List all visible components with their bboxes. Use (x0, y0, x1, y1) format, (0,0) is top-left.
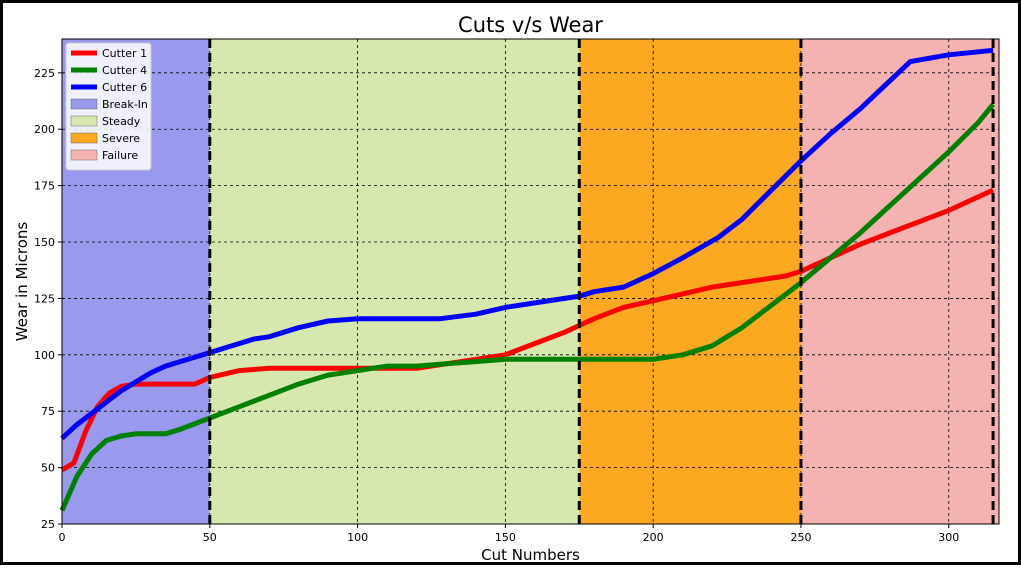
y-tick-label: 200 (34, 123, 55, 136)
y-tick-label: 75 (41, 405, 55, 418)
y-tick-label: 25 (41, 518, 55, 531)
y-tick-label: 50 (41, 462, 55, 475)
legend-label-severe: Severe (102, 132, 140, 145)
x-tick-label: 300 (938, 531, 959, 544)
x-tick-label: 200 (643, 531, 664, 544)
y-tick-label: 225 (34, 67, 55, 80)
x-tick-label: 100 (347, 531, 368, 544)
y-tick-label: 100 (34, 349, 55, 362)
x-tick-label: 250 (790, 531, 811, 544)
legend-label-break-in: Break-In (102, 98, 148, 111)
legend-swatch-steady (70, 115, 98, 127)
legend-label-cutter-4: Cutter 4 (102, 64, 147, 77)
legend-label-failure: Failure (102, 149, 138, 162)
legend-label-cutter-6: Cutter 6 (102, 81, 147, 94)
chart-title: Cuts v/s Wear (458, 13, 603, 37)
y-tick-label: 175 (34, 180, 55, 193)
line-chart: 0 50 100 150 200 250 300 25 50 75 100 125 150 175 200 2… (13, 13, 1000, 564)
x-axis-label: Cut Numbers (481, 546, 580, 564)
region-steady (209, 39, 580, 524)
legend-label-steady: Steady (102, 115, 141, 128)
y-tick-label: 125 (34, 292, 55, 305)
series-line-cutter-6 (60, 47, 994, 441)
legend-label-cutter-1: Cutter 1 (102, 47, 147, 60)
plot-area-border (61, 38, 1000, 525)
region-severe (579, 39, 801, 524)
y-axis-label: Wear in Microns (13, 222, 31, 342)
legend-swatch-failure (70, 149, 98, 161)
x-tick-label: 0 (59, 531, 66, 544)
legend-swatch-severe (70, 132, 98, 144)
y-tick-label: 150 (34, 236, 55, 249)
series-line-cutter-4 (59, 102, 996, 512)
x-tick-label: 150 (495, 531, 516, 544)
x-tick-label: 50 (203, 531, 217, 544)
region-failure (800, 39, 999, 524)
legend-swatch-break-in (70, 98, 98, 110)
